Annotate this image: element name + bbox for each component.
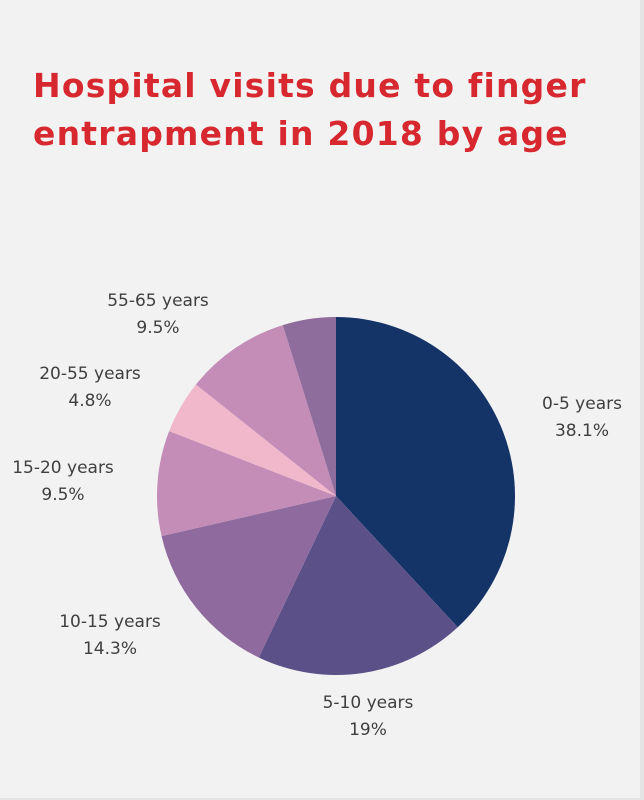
pie-slice-5-10-years <box>258 496 458 675</box>
pie-slice-20-55-years <box>169 384 336 496</box>
pie-labels: 0-5 years 38.1% 5-10 years 19% 10-15 years 14… <box>12 291 622 740</box>
slice-value-label: 19% <box>349 720 387 740</box>
slice-category-label: 15-20 years <box>12 458 114 478</box>
slice-category-label: 10-15 years <box>59 612 161 632</box>
slice-category-label: 20-55 years <box>39 364 141 384</box>
pie-slice-unlabeled <box>282 317 336 496</box>
slice-value-label: 9.5% <box>41 485 84 505</box>
slice-category-label: 0-5 years <box>542 394 622 414</box>
slice-category-label: 55-65 years <box>107 291 209 311</box>
slice-category-label: 5-10 years <box>323 693 414 713</box>
slice-value-label: 14.3% <box>83 639 137 659</box>
chart-title: Hospital visits due to finger entrapment… <box>33 62 623 158</box>
slice-value-label: 4.8% <box>68 391 111 411</box>
pie-slice-55-65-years <box>195 325 336 496</box>
slice-value-label: 38.1% <box>555 421 609 441</box>
pie-slices <box>157 317 515 675</box>
pie-slice-10-15-years <box>161 496 336 658</box>
chart-title-line-2: entrapment in 2018 by age <box>33 114 569 153</box>
pie-slice-0-5-years <box>336 317 515 628</box>
pie-slice-15-20-years <box>157 431 336 537</box>
slice-value-label: 9.5% <box>136 318 179 338</box>
chart-title-line-1: Hospital visits due to finger <box>33 66 587 105</box>
